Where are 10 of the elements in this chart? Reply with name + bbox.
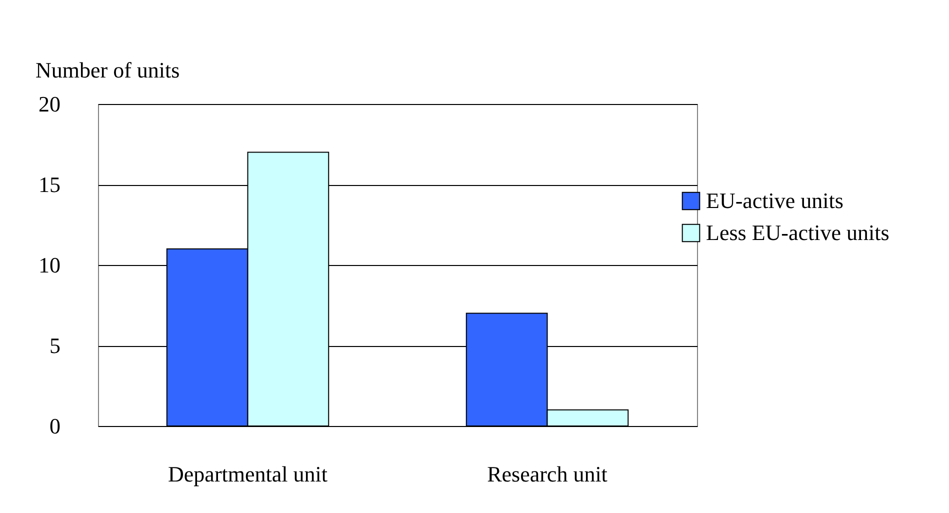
x-tick-label: Departmental unit	[168, 462, 328, 486]
y-axis-title: Number of units	[36, 58, 180, 82]
y-tick-label: 20	[38, 92, 60, 116]
legend-label: EU-active units	[706, 188, 844, 213]
y-tick-label: 10	[38, 252, 60, 278]
y-tick-label: 15	[38, 172, 60, 197]
y-tick-label: 5	[50, 333, 60, 358]
y-tick-label: 0	[50, 414, 60, 438]
x-tick-label: Research unit	[487, 462, 608, 486]
legend-label: Less EU-active units	[706, 220, 890, 245]
